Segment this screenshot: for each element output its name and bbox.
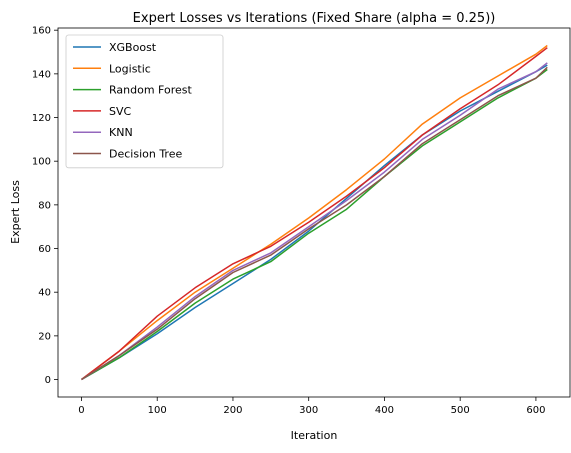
plot-frame (57, 27, 571, 398)
x-axis-ticks: 0 100 200 300 400 500 600 (78, 397, 545, 416)
legend: XGBoost Logistic Random Forest SVC KNN Decisi… (65, 34, 224, 169)
y-tick-label-3: 60 (38, 244, 51, 255)
series-line-3 (81, 47, 548, 381)
chart-title: Expert Losses vs Iterations (Fixed Share… (133, 11, 496, 26)
series-line-0 (81, 64, 548, 381)
legend-label-2: Random Forest (109, 84, 192, 97)
legend-label-5: Decision Tree (109, 148, 182, 161)
y-axis-ticks: 0 20 40 60 80 100 120 140 160 (32, 26, 58, 386)
series-line-2 (81, 68, 548, 381)
legend-label-0: XGBoost (109, 41, 157, 54)
y-tick-label-7: 140 (32, 69, 51, 80)
legend-box (65, 34, 224, 169)
x-tick-label-0: 0 (78, 405, 84, 416)
legend-label-1: Logistic (109, 62, 151, 75)
y-axis-title: Expert Loss (9, 180, 22, 244)
y-tick-label-4: 80 (38, 200, 51, 211)
y-tick-label-2: 40 (38, 288, 51, 299)
x-tick-label-5: 500 (451, 405, 470, 416)
x-tick-label-1: 100 (148, 405, 167, 416)
y-tick-label-0: 0 (45, 375, 51, 386)
series-line-4 (81, 62, 548, 381)
x-tick-label-4: 400 (375, 405, 394, 416)
series-layer (81, 44, 548, 381)
y-tick-label-5: 100 (32, 157, 51, 168)
x-axis-title: Iteration (291, 429, 338, 442)
x-tick-label-3: 300 (299, 405, 318, 416)
series-line-5 (81, 66, 548, 381)
series-line-1 (81, 44, 548, 381)
y-tick-label-6: 120 (32, 113, 51, 124)
x-tick-label-2: 200 (223, 405, 242, 416)
legend-label-4: KNN (109, 126, 133, 139)
y-tick-label-8: 160 (32, 26, 51, 37)
y-tick-label-1: 20 (38, 331, 51, 342)
x-tick-label-6: 600 (526, 405, 545, 416)
legend-label-3: SVC (109, 105, 132, 118)
